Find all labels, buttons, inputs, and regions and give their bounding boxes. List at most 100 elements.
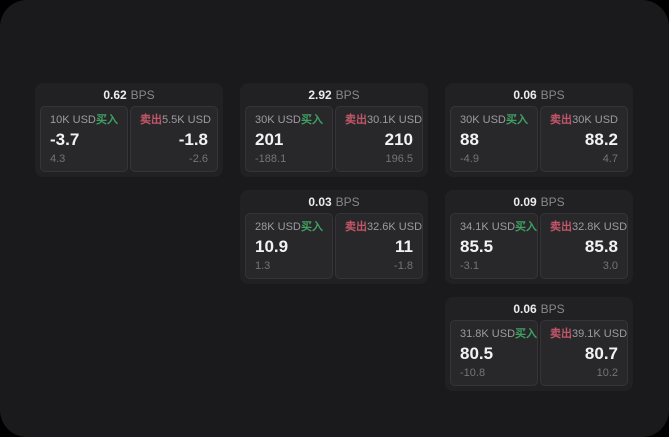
buy-panel[interactable]: 10K USD 买入 -3.7 4.3 [40, 106, 128, 172]
spread-value: 2.92 [308, 87, 332, 102]
sell-panel[interactable]: 卖出 39.1K USD 80.7 10.2 [540, 320, 628, 386]
buy-panel-top: 30K USD 买入 [255, 114, 323, 126]
quote-card-body: 30K USD 买入 88 -4.9 卖出 30K USD 88.2 4.7 [445, 106, 633, 177]
quote-card[interactable]: 0.06 BPS 31.8K USD 买入 80.5 -10.8 卖出 39.1… [445, 297, 633, 391]
buy-panel-top: 30K USD 买入 [460, 114, 528, 126]
sell-price: -1.8 [178, 130, 208, 149]
sell-badge: 卖出 [345, 221, 367, 233]
buy-delta: -3.1 [460, 260, 479, 272]
sell-badge: 卖出 [550, 114, 572, 126]
spread-header: 0.03 BPS [240, 190, 428, 213]
spread-value: 0.09 [513, 194, 537, 209]
sell-price: 80.7 [584, 344, 618, 363]
quote-card[interactable]: 0.62 BPS 10K USD 买入 -3.7 4.3 卖出 5.5K USD… [35, 83, 223, 177]
buy-size-label: 30K USD [460, 114, 506, 126]
buy-badge: 买入 [301, 221, 323, 233]
sell-panel-top: 卖出 32.8K USD [550, 221, 627, 233]
quote-card[interactable]: 0.06 BPS 30K USD 买入 88 -4.9 卖出 30K USD 8… [445, 83, 633, 177]
buy-price: 85.5 [460, 237, 494, 256]
quote-card-body: 31.8K USD 买入 80.5 -10.8 卖出 39.1K USD 80.… [445, 320, 633, 391]
buy-panel[interactable]: 30K USD 买入 88 -4.9 [450, 106, 538, 172]
buy-badge: 买入 [301, 114, 323, 126]
buy-panel[interactable]: 28K USD 买入 10.9 1.3 [245, 213, 333, 279]
sell-badge: 卖出 [550, 328, 572, 340]
buy-delta: 4.3 [50, 153, 66, 165]
sell-size-label: 5.5K USD [162, 114, 211, 126]
sell-badge: 卖出 [140, 114, 162, 126]
sell-size-label: 30.1K USD [367, 114, 423, 126]
buy-price: 201 [255, 130, 284, 149]
sell-badge: 卖出 [345, 114, 367, 126]
sell-panel[interactable]: 卖出 32.8K USD 85.8 3.0 [540, 213, 628, 279]
spread-value: 0.62 [103, 87, 127, 102]
buy-panel[interactable]: 34.1K USD 买入 85.5 -3.1 [450, 213, 538, 279]
bps-unit-label: BPS [335, 87, 360, 102]
sell-badge: 卖出 [550, 221, 572, 233]
sell-delta: 196.5 [385, 153, 413, 165]
buy-price: 80.5 [460, 344, 494, 363]
quote-card-body: 34.1K USD 买入 85.5 -3.1 卖出 32.8K USD 85.8… [445, 213, 633, 284]
sell-size-label: 39.1K USD [572, 328, 628, 340]
buy-panel-top: 34.1K USD 买入 [460, 221, 537, 233]
buy-price: -3.7 [50, 130, 80, 149]
buy-panel-top: 28K USD 买入 [255, 221, 323, 233]
sell-panel-top: 卖出 5.5K USD [140, 114, 211, 126]
sell-delta: -1.8 [394, 260, 413, 272]
spread-header: 0.06 BPS [445, 83, 633, 106]
buy-badge: 买入 [96, 114, 118, 126]
sell-price: 210 [384, 130, 413, 149]
sell-panel[interactable]: 卖出 30K USD 88.2 4.7 [540, 106, 628, 172]
buy-badge: 买入 [515, 328, 538, 340]
buy-delta: -188.1 [255, 153, 287, 165]
spread-header: 0.09 BPS [445, 190, 633, 213]
spread-header: 0.62 BPS [35, 83, 223, 106]
spread-value: 0.06 [513, 87, 537, 102]
buy-panel[interactable]: 30K USD 买入 201 -188.1 [245, 106, 333, 172]
bps-unit-label: BPS [540, 194, 565, 209]
buy-price: 10.9 [255, 237, 289, 256]
sell-size-label: 32.8K USD [572, 221, 628, 233]
quote-card-body: 28K USD 买入 10.9 1.3 卖出 32.6K USD 11 -1.8 [240, 213, 428, 284]
buy-size-label: 10K USD [50, 114, 96, 126]
sell-delta: 10.2 [596, 367, 618, 379]
bps-unit-label: BPS [540, 301, 565, 316]
sell-panel-top: 卖出 30K USD [550, 114, 618, 126]
bps-unit-label: BPS [335, 194, 360, 209]
bps-unit-label: BPS [540, 87, 565, 102]
sell-panel-top: 卖出 39.1K USD [550, 328, 627, 340]
sell-delta: 3.0 [602, 260, 618, 272]
buy-size-label: 28K USD [255, 221, 301, 233]
buy-size-label: 34.1K USD [460, 221, 516, 233]
sell-panel[interactable]: 卖出 30.1K USD 210 196.5 [335, 106, 423, 172]
quote-card-body: 10K USD 买入 -3.7 4.3 卖出 5.5K USD -1.8 -2.… [35, 106, 223, 177]
buy-delta: -4.9 [460, 153, 479, 165]
sell-delta: -2.6 [189, 153, 208, 165]
sell-size-label: 32.6K USD [367, 221, 423, 233]
buy-size-label: 30K USD [255, 114, 301, 126]
buy-panel-top: 31.8K USD 买入 [460, 328, 537, 340]
sell-panel[interactable]: 卖出 5.5K USD -1.8 -2.6 [130, 106, 218, 172]
buy-panel-top: 10K USD 买入 [50, 114, 118, 126]
buy-badge: 买入 [506, 114, 528, 126]
sell-panel[interactable]: 卖出 32.6K USD 11 -1.8 [335, 213, 423, 279]
sell-price: 11 [395, 237, 413, 256]
sell-panel-top: 卖出 32.6K USD [345, 221, 422, 233]
quote-card[interactable]: 2.92 BPS 30K USD 买入 201 -188.1 卖出 30.1K … [240, 83, 428, 177]
buy-price: 88 [460, 130, 479, 149]
sell-price: 88.2 [584, 130, 618, 149]
buy-delta: -10.8 [460, 367, 486, 379]
quotes-grid: 0.62 BPS 10K USD 买入 -3.7 4.3 卖出 5.5K USD… [35, 83, 633, 391]
sell-delta: 4.7 [602, 153, 618, 165]
buy-panel[interactable]: 31.8K USD 买入 80.5 -10.8 [450, 320, 538, 386]
quote-card-body: 30K USD 买入 201 -188.1 卖出 30.1K USD 210 1… [240, 106, 428, 177]
spread-value: 0.06 [513, 301, 537, 316]
bps-unit-label: BPS [130, 87, 155, 102]
quote-card[interactable]: 0.03 BPS 28K USD 买入 10.9 1.3 卖出 32.6K US… [240, 190, 428, 284]
buy-size-label: 31.8K USD [460, 328, 516, 340]
buy-badge: 买入 [515, 221, 538, 233]
quote-card[interactable]: 0.09 BPS 34.1K USD 买入 85.5 -3.1 卖出 32.8K… [445, 190, 633, 284]
sell-price: 85.8 [584, 237, 618, 256]
spread-value: 0.03 [308, 194, 332, 209]
spread-header: 0.06 BPS [445, 297, 633, 320]
